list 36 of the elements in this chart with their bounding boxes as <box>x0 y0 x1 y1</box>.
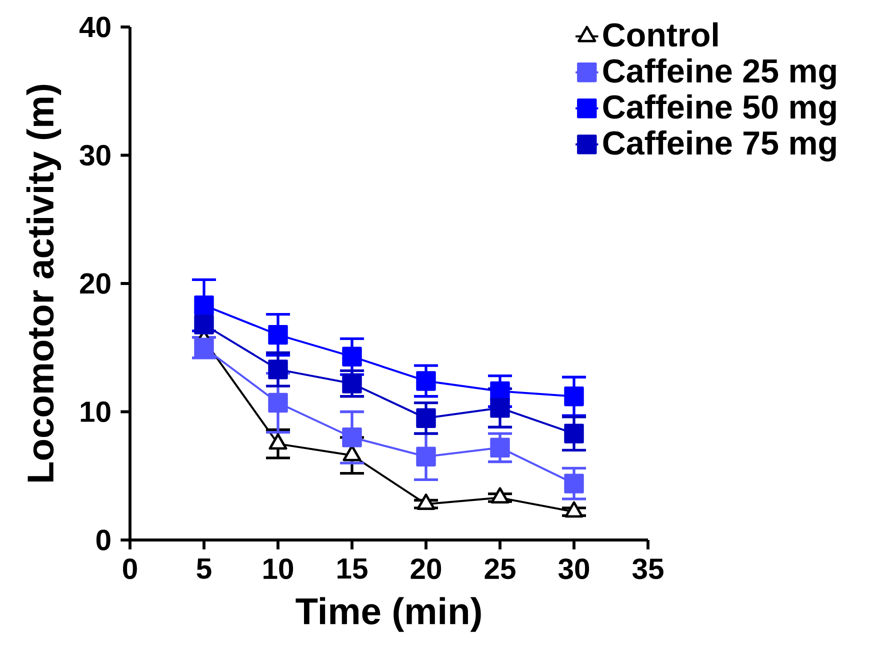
x-tick-label: 25 <box>484 558 516 580</box>
legend-label: Caffeine 25 mg <box>603 58 836 90</box>
point <box>564 424 584 444</box>
legend-label: Caffeine 50 mg <box>603 94 836 126</box>
point <box>268 392 288 413</box>
y-tick-label: 0 <box>96 530 110 550</box>
x-tick-label: 15 <box>338 558 368 579</box>
point <box>342 346 362 366</box>
x-tick-label: 10 <box>264 558 294 580</box>
point <box>490 398 510 418</box>
point <box>416 446 436 466</box>
y-tick-label: 30 <box>80 144 110 166</box>
point <box>342 374 362 394</box>
x-axis-title: Time (min) <box>296 597 481 632</box>
point <box>564 474 584 494</box>
point <box>194 314 214 334</box>
legend-label: Control <box>603 22 718 47</box>
point <box>194 338 214 358</box>
x-tick-label: 20 <box>410 558 442 580</box>
x-tick-label: 5 <box>196 558 212 579</box>
x-tick-label: 35 <box>632 558 664 580</box>
legend-label: Caffeine 75 mg <box>603 130 836 162</box>
y-tick-label: 10 <box>80 401 110 422</box>
point <box>342 428 362 448</box>
point <box>194 295 214 316</box>
y-tick-label: 40 <box>79 16 110 38</box>
point <box>564 386 584 406</box>
point <box>416 408 436 428</box>
x-tick-label: 30 <box>558 558 590 580</box>
point <box>416 371 436 391</box>
point <box>268 360 288 380</box>
y-axis-title: Locomotor activity (m) <box>26 84 62 482</box>
point <box>490 438 510 458</box>
x-tick-label: 0 <box>123 558 137 580</box>
point <box>268 324 288 345</box>
y-tick-label: 20 <box>80 273 110 294</box>
